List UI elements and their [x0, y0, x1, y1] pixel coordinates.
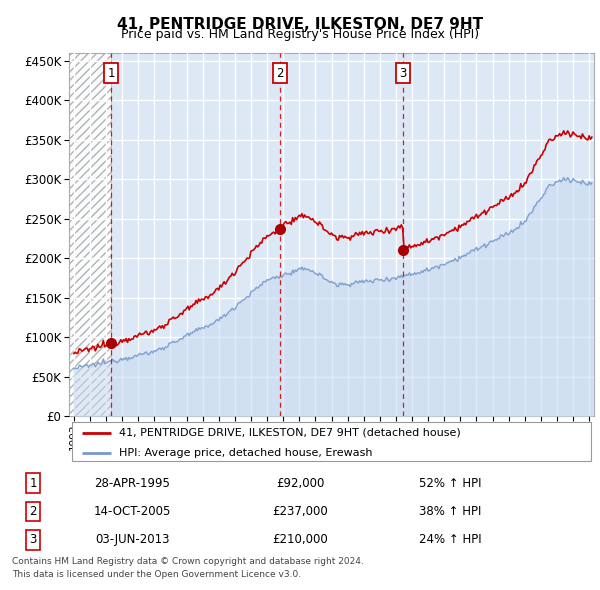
Text: 14-OCT-2005: 14-OCT-2005 — [94, 505, 170, 518]
Text: 52% ↑ HPI: 52% ↑ HPI — [419, 477, 481, 490]
Text: HPI: Average price, detached house, Erewash: HPI: Average price, detached house, Erew… — [119, 448, 373, 457]
Text: Contains HM Land Registry data © Crown copyright and database right 2024.: Contains HM Land Registry data © Crown c… — [12, 557, 364, 566]
Text: 3: 3 — [399, 67, 406, 80]
Text: £92,000: £92,000 — [276, 477, 324, 490]
Text: 41, PENTRIDGE DRIVE, ILKESTON, DE7 9HT: 41, PENTRIDGE DRIVE, ILKESTON, DE7 9HT — [117, 17, 483, 31]
Text: 38% ↑ HPI: 38% ↑ HPI — [419, 505, 481, 518]
Text: 1: 1 — [29, 477, 37, 490]
Text: £237,000: £237,000 — [272, 505, 328, 518]
Text: 24% ↑ HPI: 24% ↑ HPI — [419, 533, 481, 546]
Text: £210,000: £210,000 — [272, 533, 328, 546]
Text: 41, PENTRIDGE DRIVE, ILKESTON, DE7 9HT (detached house): 41, PENTRIDGE DRIVE, ILKESTON, DE7 9HT (… — [119, 428, 461, 438]
Text: 3: 3 — [29, 533, 37, 546]
Text: 1: 1 — [107, 67, 115, 80]
Text: 2: 2 — [276, 67, 284, 80]
Text: This data is licensed under the Open Government Licence v3.0.: This data is licensed under the Open Gov… — [12, 570, 301, 579]
Text: Price paid vs. HM Land Registry's House Price Index (HPI): Price paid vs. HM Land Registry's House … — [121, 28, 479, 41]
FancyBboxPatch shape — [71, 422, 592, 461]
Text: 03-JUN-2013: 03-JUN-2013 — [95, 533, 169, 546]
Text: 2: 2 — [29, 505, 37, 518]
Text: 28-APR-1995: 28-APR-1995 — [94, 477, 170, 490]
